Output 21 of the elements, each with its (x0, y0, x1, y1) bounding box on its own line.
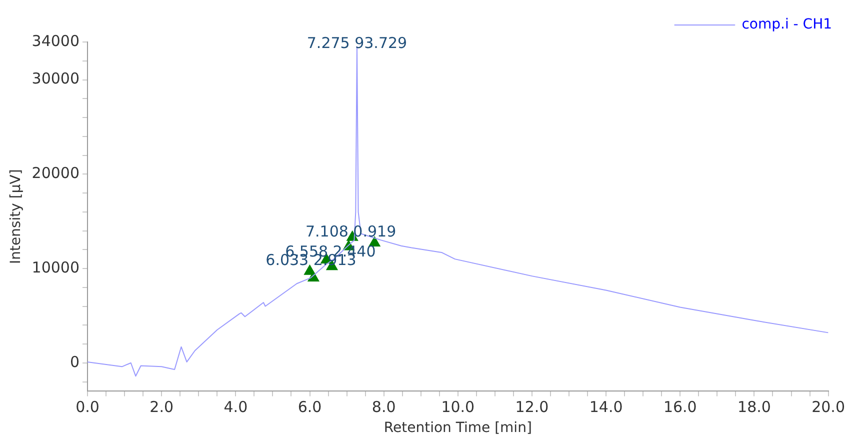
x-axis-title: Retention Time [min] (384, 420, 532, 436)
x-tick-label: 2.0 (150, 398, 174, 416)
x-tick-label: 18.0 (738, 398, 771, 416)
legend-label: comp.i - CH1 (742, 16, 832, 33)
x-tick-label: 14.0 (589, 398, 623, 416)
x-tick-label: 10.0 (441, 398, 475, 416)
x-tick-label: 6.0 (298, 398, 322, 416)
y-tick-label: 30000 (32, 70, 80, 88)
y-tick-label: 0 (70, 352, 80, 371)
y-tick-label: 34000 (32, 32, 80, 50)
x-tick-label: 12.0 (515, 398, 549, 416)
annotation: 7.108 0.919 (305, 222, 396, 241)
x-tick-label: 0.0 (76, 398, 100, 416)
y-tick-label: 20000 (32, 164, 80, 182)
x-tick-label: 4.0 (224, 398, 248, 416)
x-tick-label: 8.0 (372, 398, 396, 416)
annotation: 7.275 93.729 (306, 34, 408, 52)
y-axis-title: Intensity [µV] (8, 169, 24, 264)
x-tick-label: 16.0 (663, 398, 697, 416)
y-tick-label: 10000 (32, 258, 80, 276)
x-tick-label: 20.0 (812, 398, 846, 416)
